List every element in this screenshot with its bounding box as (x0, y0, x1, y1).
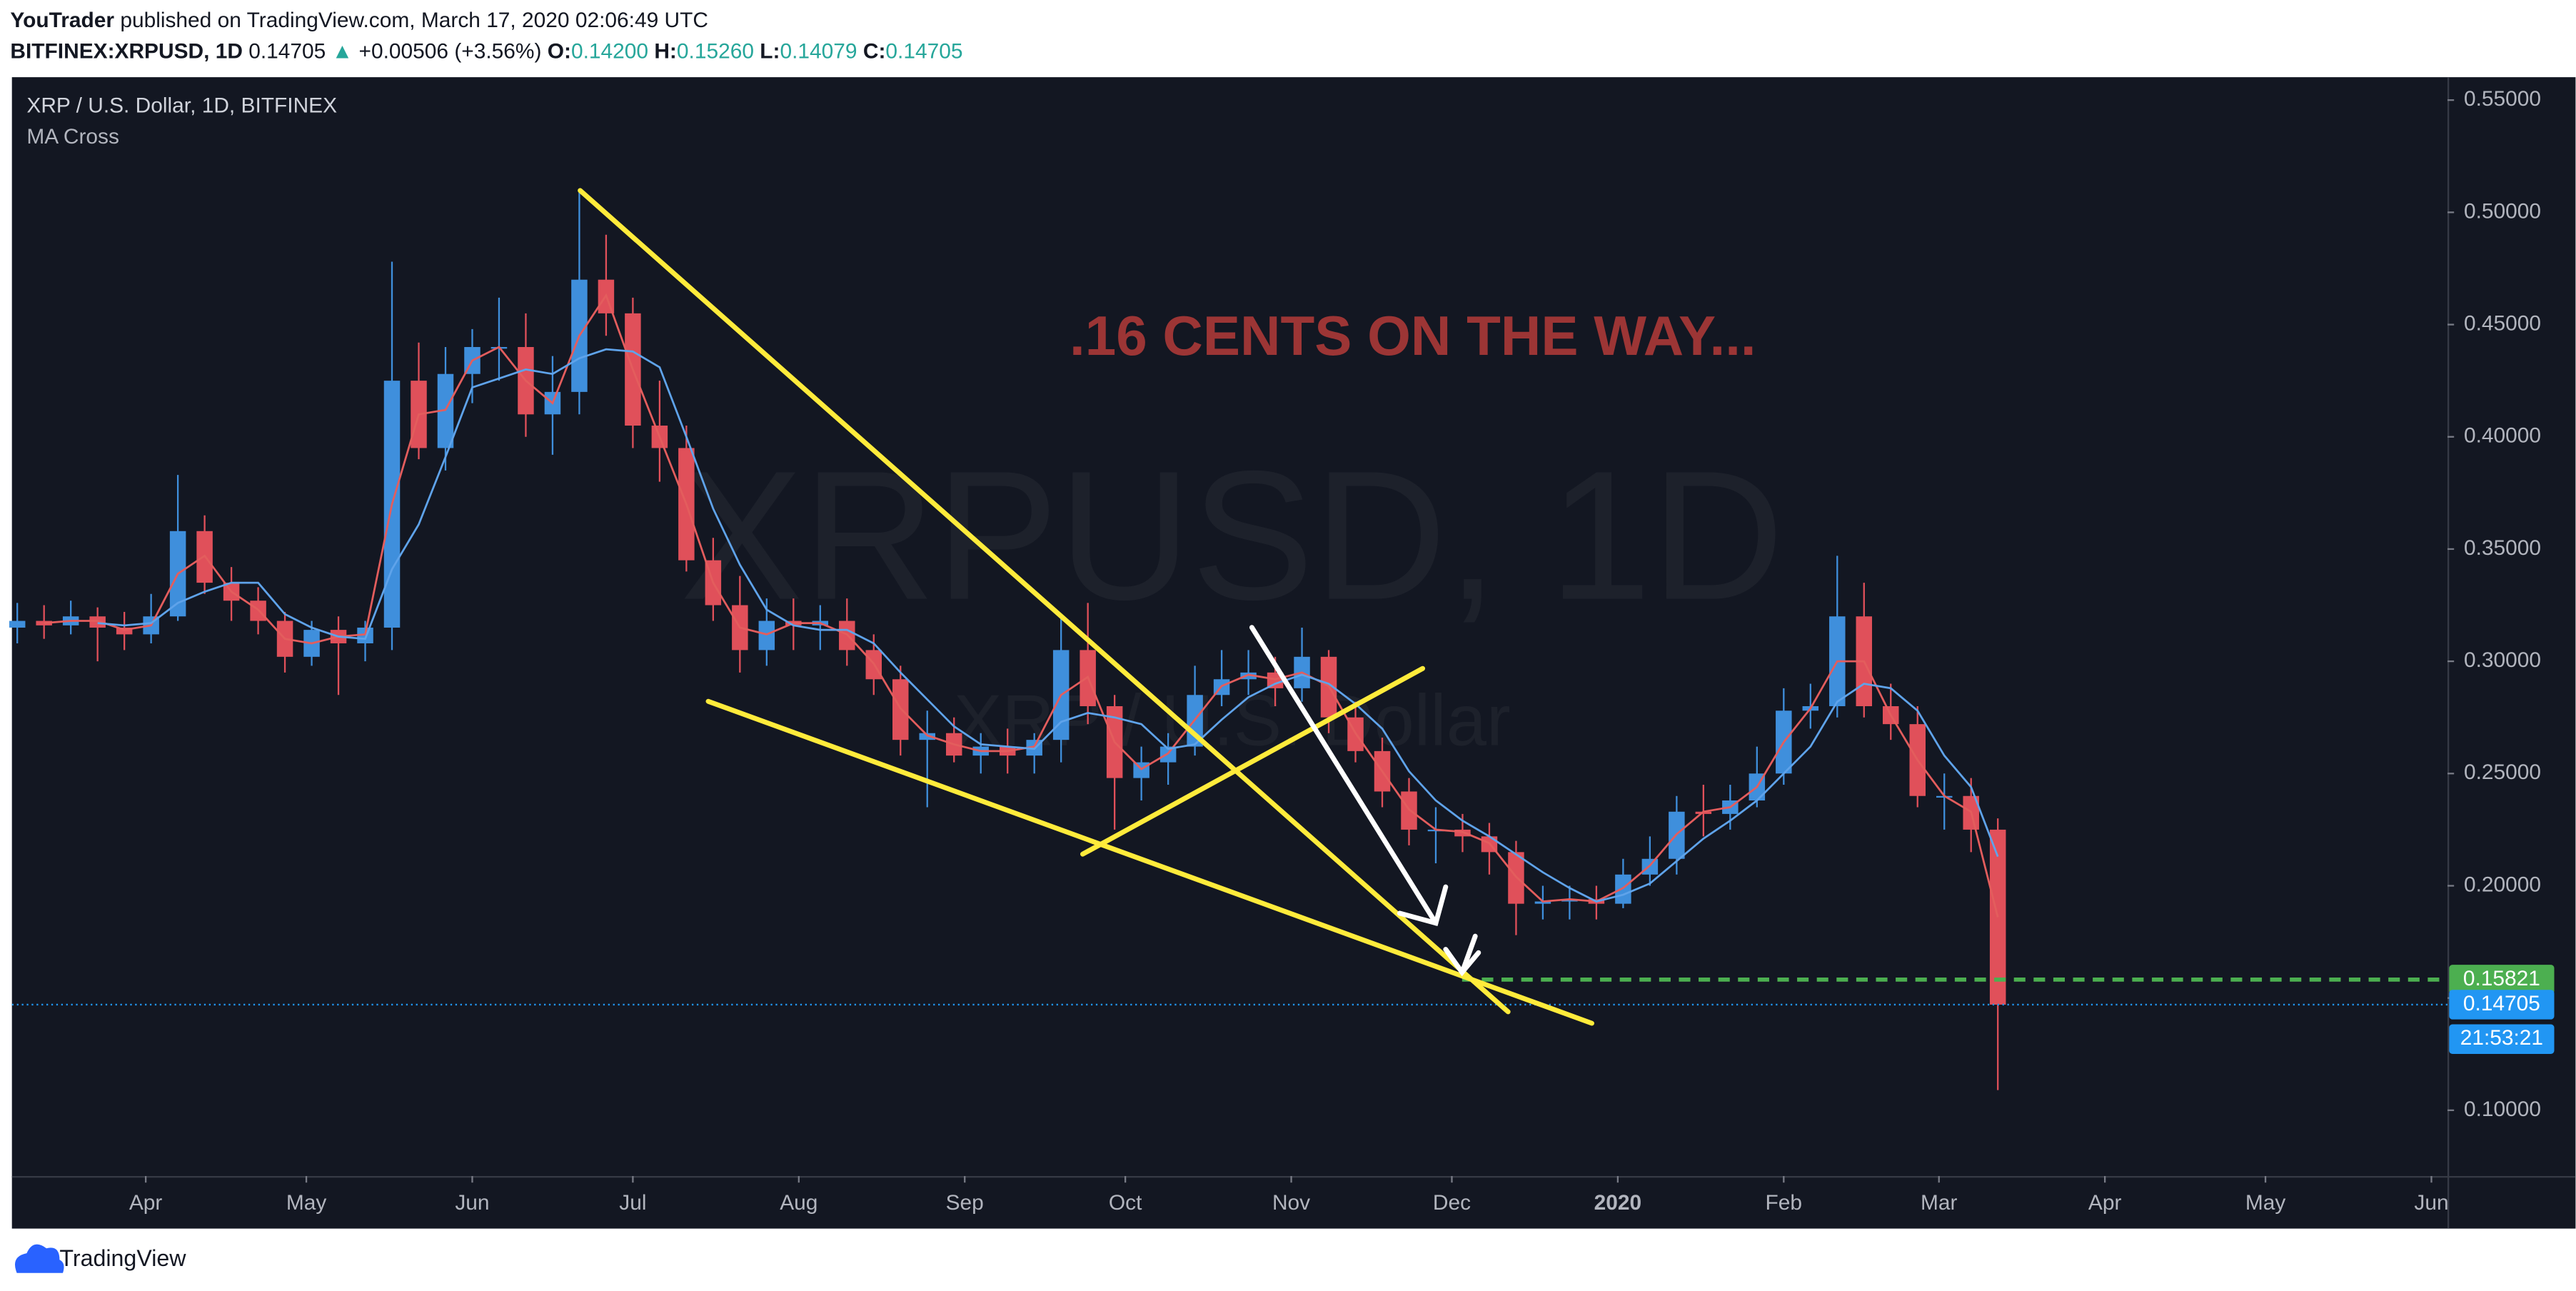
footer: TradingView (14, 1244, 186, 1273)
countdown: 21:53:21 (2460, 1026, 2543, 1050)
candle-body (36, 621, 52, 626)
candle-body (9, 621, 26, 628)
trend-line (1080, 665, 1426, 857)
candle-body (89, 616, 106, 628)
price-label: 0.15821 (2463, 967, 2540, 990)
arrow-head (1443, 947, 1481, 977)
watermark: XRPUSD, 1D (680, 433, 1784, 638)
ohlc-value: 0.14200 (571, 39, 648, 63)
ohlc-value: 0.14079 (780, 39, 857, 63)
x-tick-label: Jun (2414, 1191, 2448, 1215)
ohlc-label: C: (863, 39, 886, 63)
ohlc-label: O: (548, 39, 571, 63)
y-tick-label: 0.35000 (2464, 536, 2541, 560)
x-tick-label: 2020 (1594, 1191, 1642, 1215)
watermark-sub: XRP / U.S. Dollar (954, 680, 1511, 760)
moving-average (97, 348, 1999, 903)
x-tick-label: Mar (1921, 1191, 1958, 1215)
x-tick-label: Apr (2088, 1191, 2122, 1215)
change: +0.00506 (+3.56%) (359, 39, 542, 63)
arrow (1249, 625, 1439, 926)
x-tick-label: Feb (1766, 1191, 1803, 1215)
trend-line (578, 188, 1511, 1015)
x-tick-label: Jul (619, 1191, 646, 1215)
x-tick-label: Aug (780, 1191, 817, 1215)
x-tick-label: Nov (1272, 1191, 1310, 1215)
author: YouTrader (10, 9, 114, 32)
indicator-name: MA Cross (26, 125, 119, 149)
y-tick-label: 0.40000 (2464, 424, 2541, 448)
axes: 0.100000.150000.200000.250000.300000.350… (129, 87, 2555, 1215)
logo-icon (14, 1244, 64, 1273)
header-line-1: YouTrader published on TradingView.com, … (10, 9, 708, 32)
y-tick-label: 0.55000 (2464, 87, 2541, 111)
candle-body (437, 373, 454, 448)
x-tick-label: Apr (129, 1191, 163, 1215)
change-arrow: ▲ (332, 39, 353, 63)
y-tick-label: 0.10000 (2464, 1097, 2541, 1121)
header-price: 0.14705 (248, 39, 326, 63)
candle-body (1240, 672, 1257, 680)
plot (9, 192, 2447, 1090)
price-label-box (2449, 965, 2555, 995)
trend-line (705, 698, 1594, 1026)
moving-average (44, 293, 1999, 918)
candle-body (758, 621, 775, 650)
brand: TradingView (59, 1245, 186, 1271)
arrow-head (1397, 884, 1449, 926)
ohlc-label: L: (760, 39, 780, 63)
price-label: 0.14705 (2463, 992, 2540, 1015)
candle-body (1615, 874, 1631, 904)
ohlc-label: H: (654, 39, 677, 63)
candle-body (116, 627, 133, 635)
candle-body (1534, 901, 1551, 904)
x-tick-label: Oct (1109, 1191, 1142, 1215)
candle-body (1267, 672, 1284, 688)
ohlc-value: 0.15260 (677, 39, 754, 63)
y-tick-label: 0.20000 (2464, 873, 2541, 896)
symbol: BITFINEX:XRPUSD, 1D (10, 39, 243, 63)
candle-body (1454, 829, 1471, 837)
candle-body (919, 733, 935, 740)
y-tick-label: 0.50000 (2464, 199, 2541, 223)
chart-pane (11, 77, 2576, 1229)
annotation: .16 CENTS ON THE WAY... (1070, 304, 1756, 367)
header-line-2: BITFINEX:XRPUSD, 1D 0.14705 ▲ +0.00506 (… (10, 39, 962, 63)
drawings (578, 188, 1594, 1026)
y-tick-label: 0.45000 (2464, 311, 2541, 335)
x-tick-label: Jun (455, 1191, 489, 1215)
x-tick-label: May (286, 1191, 327, 1215)
x-tick-label: Dec (1433, 1191, 1471, 1215)
countdown-box (2449, 1024, 2555, 1054)
price-label-box (2449, 990, 2555, 1020)
x-tick-label: May (2245, 1191, 2286, 1215)
x-tick-label: Sep (946, 1191, 984, 1215)
ohlc-value: 0.14705 (885, 39, 962, 63)
chart-title: XRP / U.S. Dollar, 1D, BITFINEX (26, 94, 337, 117)
y-tick-label: 0.30000 (2464, 648, 2541, 672)
candle-body (1561, 899, 1578, 902)
y-tick-label: 0.25000 (2464, 760, 2541, 784)
published: published on TradingView.com, March 17, … (120, 9, 708, 32)
